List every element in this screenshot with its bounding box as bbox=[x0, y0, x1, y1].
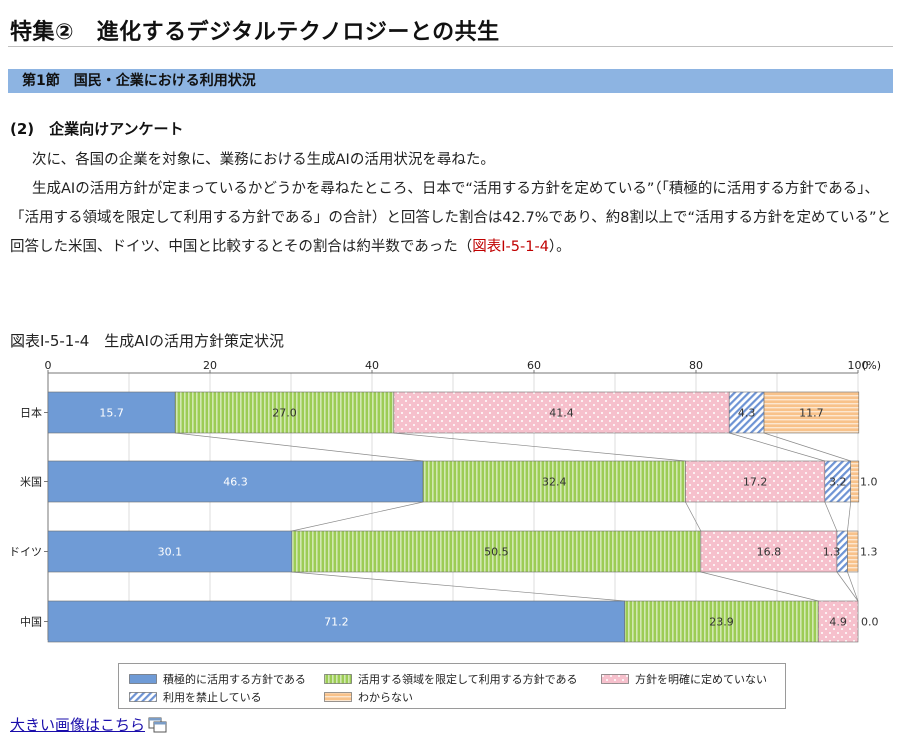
paragraph-2: 生成AIの活用方針が定まっているかどうかを尋ねたところ、日本で“活用する方針を定… bbox=[10, 175, 895, 262]
connector-2-2 bbox=[836, 571, 859, 602]
data-label-0-0: 15.7 bbox=[99, 407, 124, 420]
legend-swatch-1 bbox=[324, 674, 352, 684]
legend-item-3: 利用を禁止している bbox=[129, 689, 262, 705]
data-label-0-1: 27.0 bbox=[272, 407, 297, 420]
legend-label-2: 方針を明確に定めていない bbox=[635, 673, 767, 686]
connector-0-1 bbox=[393, 432, 686, 462]
x-axis-unit: (%) bbox=[862, 359, 881, 372]
legend-label-3: 利用を禁止している bbox=[163, 691, 262, 704]
new-window-icon bbox=[148, 717, 167, 732]
bar-3-1 bbox=[624, 600, 819, 643]
paragraph-2-text: 生成AIの活用方針が定まっているかどうかを尋ねたところ、日本で“活用する方針を定… bbox=[10, 181, 892, 255]
data-label-2-1: 50.5 bbox=[484, 546, 509, 559]
data-label-0-4: 11.7 bbox=[799, 407, 824, 420]
legend-label-0: 積極的に活用する方針である bbox=[163, 673, 306, 686]
connector-2-0 bbox=[291, 571, 625, 602]
data-label-0-2: 41.4 bbox=[549, 407, 574, 420]
chart-legend: 積極的に活用する方針である 活用する領域を限定して利用する方針である 方針を明確… bbox=[118, 663, 786, 709]
legend-swatch-2 bbox=[601, 674, 629, 684]
data-label-1-4: 1.0 bbox=[860, 476, 878, 489]
data-label-3-2: 4.9 bbox=[829, 616, 847, 629]
legend-swatch-4 bbox=[324, 692, 352, 702]
paragraph-2-end: ）。 bbox=[548, 239, 571, 255]
category-label-2: ドイツ bbox=[9, 546, 42, 559]
bar-1-1 bbox=[422, 460, 686, 503]
connector-2-3 bbox=[847, 571, 859, 602]
category-label-0: 日本 bbox=[20, 406, 42, 420]
figure-caption: 図表Ⅰ-5-1-4 生成AIの活用方針策定状況 bbox=[10, 332, 284, 350]
big-image-link-label: 大きい画像はこちら bbox=[10, 716, 146, 734]
connector-1-0 bbox=[291, 501, 424, 532]
bar-0-4 bbox=[763, 391, 860, 434]
subheading: (2) 企業向けアンケート bbox=[10, 120, 184, 138]
connector-2-1 bbox=[700, 571, 819, 602]
connector-0-2 bbox=[729, 432, 825, 462]
bar-1-3 bbox=[824, 460, 852, 503]
bar-3-2 bbox=[818, 600, 859, 643]
connector-0-3 bbox=[763, 432, 851, 462]
legend-swatch-3 bbox=[129, 692, 157, 702]
x-tick-label-100: 100 bbox=[848, 359, 869, 372]
data-label-0-3: 4.3 bbox=[738, 407, 756, 420]
connector-0-0 bbox=[175, 432, 424, 462]
bar-2-1 bbox=[291, 530, 702, 573]
data-label-3-4: 0.0 bbox=[861, 616, 879, 629]
data-label-1-3: 3.2 bbox=[829, 476, 847, 489]
bar-0-1 bbox=[174, 391, 395, 434]
data-label-2-4: 1.3 bbox=[860, 546, 878, 559]
bar-0-3 bbox=[728, 391, 765, 434]
bar-2-4 bbox=[847, 530, 859, 573]
connector-1-3 bbox=[847, 501, 852, 532]
legend-item-4: わからない bbox=[324, 689, 413, 705]
chart-connector-lines bbox=[175, 432, 859, 602]
x-tick-label-60: 60 bbox=[527, 359, 541, 372]
title-divider bbox=[8, 46, 893, 47]
data-label-2-3: 1.3 bbox=[823, 546, 841, 559]
chart-data-labels: 15.7 27.0 41.4 4.3 11.7 46.3 32.4 17.2 3.2 1.0 30.… bbox=[99, 407, 878, 629]
legend-swatch-0 bbox=[129, 674, 157, 684]
legend-label-4: わからない bbox=[358, 691, 413, 704]
data-label-1-0: 46.3 bbox=[223, 476, 248, 489]
paragraph-1: 次に、各国の企業を対象に、業務における生成AIの活用状況を尋ねた。 bbox=[32, 152, 495, 168]
bar-1-2 bbox=[685, 460, 826, 503]
bar-1-4 bbox=[850, 460, 860, 503]
data-label-3-1: 23.9 bbox=[709, 616, 734, 629]
chart-bars bbox=[47, 391, 860, 643]
legend-item-2: 方針を明確に定めていない bbox=[601, 671, 767, 687]
page-title: 特集② 進化するデジタルテクノロジーとの共生 bbox=[10, 20, 500, 45]
data-label-3-0: 71.2 bbox=[324, 616, 349, 629]
legend-item-1: 活用する領域を限定して利用する方針である bbox=[324, 671, 578, 687]
bar-1-0 bbox=[47, 460, 424, 503]
data-label-2-2: 16.8 bbox=[757, 546, 782, 559]
legend-label-1: 活用する領域を限定して利用する方針である bbox=[358, 673, 578, 686]
connector-1-1 bbox=[685, 501, 702, 532]
section-band: 第1節 国民・企業における利用状況 bbox=[8, 69, 893, 93]
data-label-1-1: 32.4 bbox=[542, 476, 567, 489]
connector-1-2 bbox=[824, 501, 838, 532]
figure-reference-link[interactable]: 図表Ⅰ-5-1-4 bbox=[472, 239, 549, 255]
data-label-2-0: 30.1 bbox=[158, 546, 183, 559]
big-image-link[interactable]: 大きい画像はこちら bbox=[10, 714, 168, 735]
bar-3-0 bbox=[47, 600, 626, 643]
x-tick-label-0: 0 bbox=[45, 359, 52, 372]
bar-2-2 bbox=[700, 530, 838, 573]
x-tick-label-80: 80 bbox=[689, 359, 703, 372]
bar-0-0 bbox=[47, 391, 176, 434]
data-label-1-2: 17.2 bbox=[743, 476, 768, 489]
category-label-3: 中国 bbox=[20, 616, 42, 629]
bar-0-2 bbox=[393, 391, 730, 434]
legend-item-0: 積極的に活用する方針である bbox=[129, 671, 306, 687]
category-label-1: 米国 bbox=[20, 476, 42, 489]
x-tick-label-40: 40 bbox=[365, 359, 379, 372]
x-tick-label-20: 20 bbox=[203, 359, 217, 372]
